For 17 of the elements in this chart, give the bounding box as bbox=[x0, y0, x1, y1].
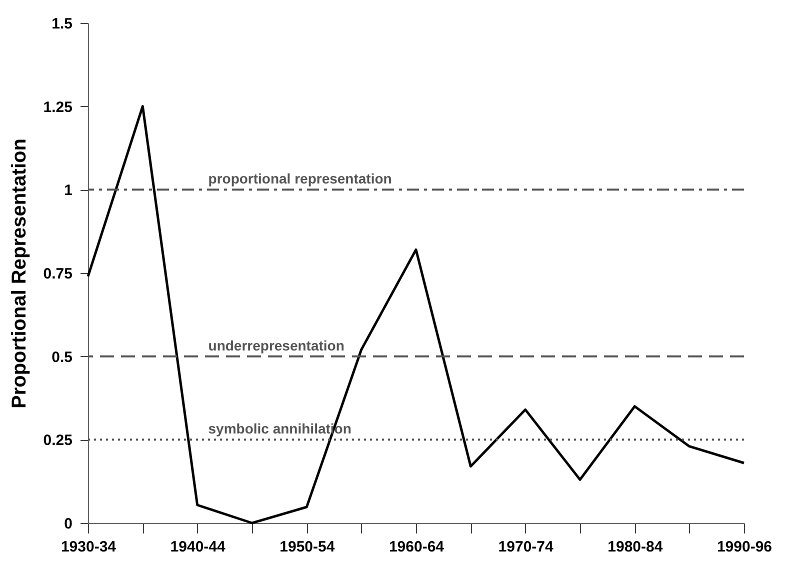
x-tick-label: 1940-44 bbox=[170, 538, 226, 556]
y-tick-label: 0.5 bbox=[52, 348, 72, 366]
x-tick-label: 1990-96 bbox=[716, 538, 772, 556]
y-tick-label: 0 bbox=[64, 516, 72, 532]
y-tick-label: 1.5 bbox=[52, 16, 72, 32]
x-tick-label: 1930-34 bbox=[60, 538, 117, 556]
x-tick-label: 1960-64 bbox=[388, 538, 445, 556]
x-tick-label: 1980-84 bbox=[608, 538, 664, 556]
y-axis-title: Proportional Representation bbox=[8, 138, 30, 409]
y-tick-label: 1.25 bbox=[43, 98, 72, 116]
x-tick-label: 1950-54 bbox=[280, 538, 336, 556]
y-tick-label: 0.25 bbox=[43, 432, 72, 450]
ref-line-label: underrepresentation bbox=[208, 337, 344, 354]
ref-line-label: proportional representation bbox=[208, 170, 392, 187]
y-tick-label: 0.75 bbox=[43, 266, 72, 282]
x-tick-label: 1970-74 bbox=[498, 538, 554, 556]
y-tick-label: 1 bbox=[64, 182, 72, 200]
